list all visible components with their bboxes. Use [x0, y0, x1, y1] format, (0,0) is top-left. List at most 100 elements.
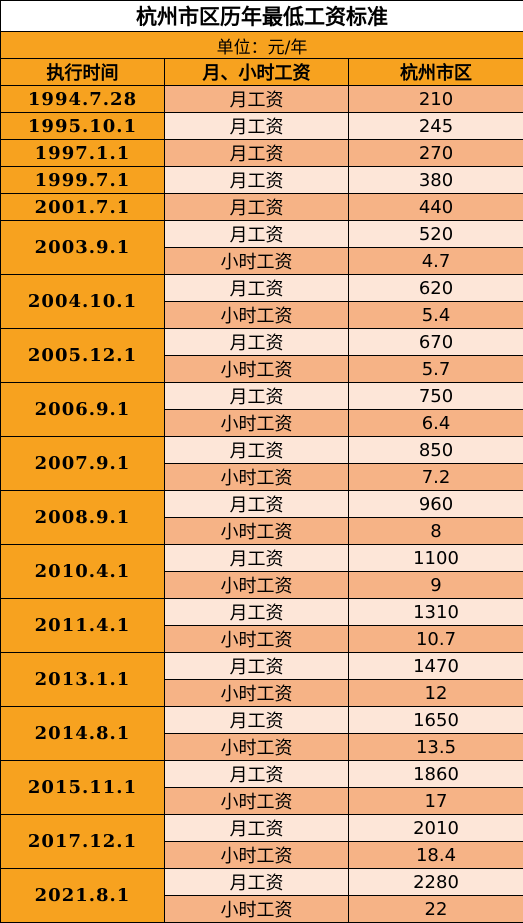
unit: 单位：元/年	[0, 31, 523, 59]
row: 2006.9.1 月工资 750	[0, 382, 523, 437]
wage-type: 月工资	[164, 382, 349, 410]
row: 2001.7.1 月工资 440	[0, 193, 523, 221]
wage-value: 670	[347, 328, 523, 356]
date: 1999.7.1	[0, 166, 165, 194]
wage-value: 13.5	[347, 733, 523, 761]
wage-type: 月工资	[164, 760, 349, 788]
row: 小时工资 18.4	[1, 841, 523, 869]
wage-type: 小时工资	[164, 517, 349, 545]
wage-value: 9	[347, 571, 523, 599]
wage-value: 960	[347, 490, 523, 518]
date: 2013.1.1	[0, 652, 165, 707]
date: 2015.11.1	[0, 760, 165, 815]
wage-type: 月工资	[164, 868, 349, 896]
wage-value: 2280	[347, 868, 523, 896]
row: 2017.12.1 月工资 2010	[0, 814, 523, 869]
date: 2001.7.1	[0, 193, 165, 221]
row: 2021.8.1 月工资 2280	[0, 868, 523, 923]
row: 2014.8.1 月工资 1650	[0, 706, 523, 761]
wage-value: 2010	[347, 814, 523, 842]
row: 小时工资 12	[1, 679, 523, 707]
wage-value: 22	[347, 895, 523, 923]
row: 小时工资 7.2	[1, 463, 523, 491]
wage-type: 月工资	[164, 220, 349, 248]
wage-value: 210	[347, 85, 523, 113]
row: 小时工资 5.7	[1, 355, 523, 383]
row: 2007.9.1 月工资 850	[0, 436, 523, 491]
row: 2011.4.1 月工资 1310	[0, 598, 523, 653]
wage-value: 620	[347, 274, 523, 302]
row: 2015.11.1 月工资 1860	[0, 760, 523, 815]
wage-type: 小时工资	[164, 571, 349, 599]
row: 2008.9.1 月工资 960	[0, 490, 523, 545]
row: 小时工资 22	[1, 895, 523, 923]
wage-type: 月工资	[164, 706, 349, 734]
wage-value: 18.4	[347, 841, 523, 869]
date: 2005.12.1	[0, 328, 165, 383]
wage-value: 5.7	[347, 355, 523, 383]
wage-type: 月工资	[164, 544, 349, 572]
wage-value: 1860	[347, 760, 523, 788]
wage-type: 月工资	[164, 490, 349, 518]
wage-value: 245	[347, 112, 523, 140]
row: 2013.1.1 月工资 1470	[0, 652, 523, 707]
row: 1999.7.1 月工资 380	[0, 166, 523, 194]
date: 1995.10.1	[0, 112, 165, 140]
wage-type: 小时工资	[164, 841, 349, 869]
wage-type: 小时工资	[164, 355, 349, 383]
date: 2014.8.1	[0, 706, 165, 761]
row: 小时工资 8	[1, 517, 523, 545]
date: 2003.9.1	[0, 220, 165, 275]
wage-type: 小时工资	[164, 679, 349, 707]
wage-type: 月工资	[164, 85, 349, 113]
wage-value: 8	[347, 517, 523, 545]
wage-value: 17	[347, 787, 523, 815]
wage-value: 270	[347, 139, 523, 167]
row: 小时工资 6.4	[1, 409, 523, 437]
wage-type: 月工资	[164, 112, 349, 140]
date: 1997.1.1	[0, 139, 165, 167]
wage-value: 4.7	[347, 247, 523, 275]
date: 1994.7.28	[0, 85, 165, 113]
wage-type: 月工资	[164, 436, 349, 464]
row: 小时工资 17	[1, 787, 523, 815]
wage-type: 月工资	[164, 166, 349, 194]
row: 2005.12.1 月工资 670	[0, 328, 523, 383]
wage-value: 1310	[347, 598, 523, 626]
header: 杭州市区	[347, 58, 523, 86]
wage-value: 6.4	[347, 409, 523, 437]
row: 2010.4.1 月工资 1100	[0, 544, 523, 599]
row: 小时工资 10.7	[1, 625, 523, 653]
wage-value: 1650	[347, 706, 523, 734]
title: 杭州市区历年最低工资标准	[0, 0, 523, 32]
wage-type: 小时工资	[164, 247, 349, 275]
wage-value: 1100	[347, 544, 523, 572]
row: 1995.10.1 月工资 245	[0, 112, 523, 140]
wage-value: 1470	[347, 652, 523, 680]
header: 月、小时工资	[164, 58, 349, 86]
wage-value: 520	[347, 220, 523, 248]
wage-type: 小时工资	[164, 301, 349, 329]
wage-value: 7.2	[347, 463, 523, 491]
wage-value: 5.4	[347, 301, 523, 329]
row: 1997.1.1 月工资 270	[0, 139, 523, 167]
wage-value: 10.7	[347, 625, 523, 653]
wage-type: 小时工资	[164, 895, 349, 923]
wage-type: 小时工资	[164, 787, 349, 815]
date: 2021.8.1	[0, 868, 165, 923]
wage-type: 月工资	[164, 274, 349, 302]
wage-type: 月工资	[164, 652, 349, 680]
wage-value: 440	[347, 193, 523, 221]
header: 执行时间	[0, 58, 165, 86]
wage-value: 380	[347, 166, 523, 194]
wage-value: 850	[347, 436, 523, 464]
date: 2011.4.1	[0, 598, 165, 653]
wage-type: 小时工资	[164, 625, 349, 653]
wage-type: 月工资	[164, 328, 349, 356]
date: 2010.4.1	[0, 544, 165, 599]
wage-type: 小时工资	[164, 733, 349, 761]
row: 小时工资 13.5	[1, 733, 523, 761]
wage-type: 小时工资	[164, 409, 349, 437]
row: 1994.7.28 月工资 210	[0, 85, 523, 113]
